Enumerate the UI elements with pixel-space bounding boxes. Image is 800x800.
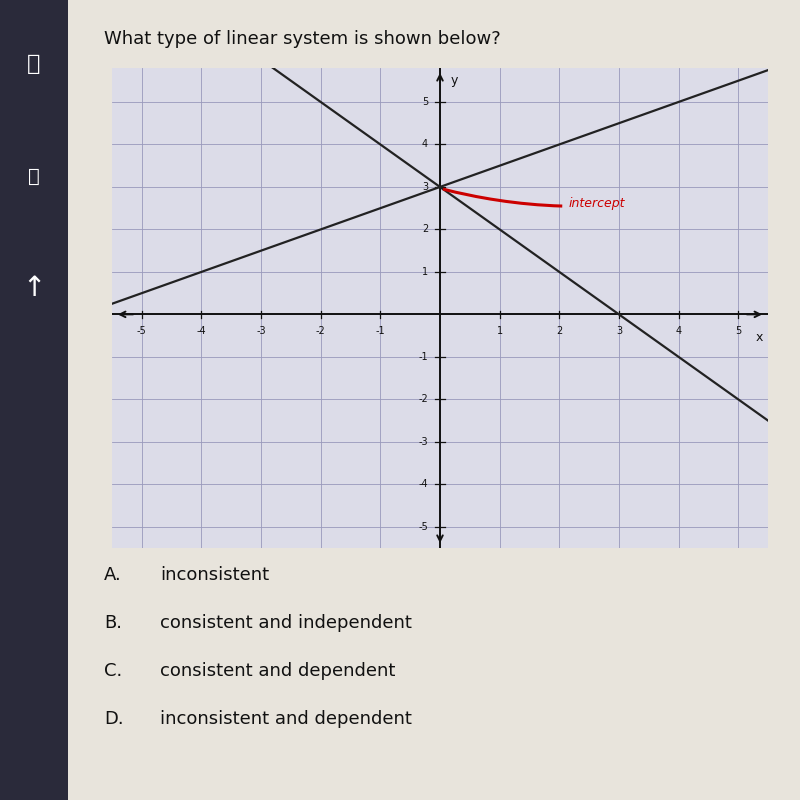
- Text: 1: 1: [497, 326, 502, 336]
- Text: 1: 1: [422, 267, 428, 277]
- Text: 🖩: 🖩: [28, 166, 40, 186]
- Text: -3: -3: [256, 326, 266, 336]
- Text: 5: 5: [422, 97, 428, 107]
- Text: 4: 4: [675, 326, 682, 336]
- Text: 5: 5: [735, 326, 742, 336]
- Text: A.: A.: [104, 566, 122, 584]
- Text: D.: D.: [104, 710, 124, 728]
- Text: -3: -3: [418, 437, 428, 447]
- Text: inconsistent: inconsistent: [160, 566, 269, 584]
- Text: consistent and dependent: consistent and dependent: [160, 662, 395, 680]
- Text: -1: -1: [375, 326, 385, 336]
- Text: -2: -2: [316, 326, 326, 336]
- Text: -4: -4: [197, 326, 206, 336]
- Text: -5: -5: [137, 326, 146, 336]
- Text: 4: 4: [422, 139, 428, 150]
- Text: -1: -1: [418, 352, 428, 362]
- Text: 2: 2: [422, 225, 428, 234]
- Text: 3: 3: [422, 182, 428, 192]
- Text: -5: -5: [418, 522, 428, 532]
- Text: intercept: intercept: [568, 198, 625, 210]
- Text: B.: B.: [104, 614, 122, 632]
- Text: y: y: [450, 74, 458, 87]
- Text: consistent and independent: consistent and independent: [160, 614, 412, 632]
- Text: x: x: [756, 331, 763, 344]
- Text: C.: C.: [104, 662, 122, 680]
- Text: 3: 3: [616, 326, 622, 336]
- Text: 🎧: 🎧: [27, 54, 41, 74]
- Text: inconsistent and dependent: inconsistent and dependent: [160, 710, 412, 728]
- Text: What type of linear system is shown below?: What type of linear system is shown belo…: [104, 30, 501, 48]
- Text: 2: 2: [556, 326, 562, 336]
- Text: -4: -4: [418, 479, 428, 490]
- Text: ↑: ↑: [22, 274, 46, 302]
- Text: -2: -2: [418, 394, 428, 404]
